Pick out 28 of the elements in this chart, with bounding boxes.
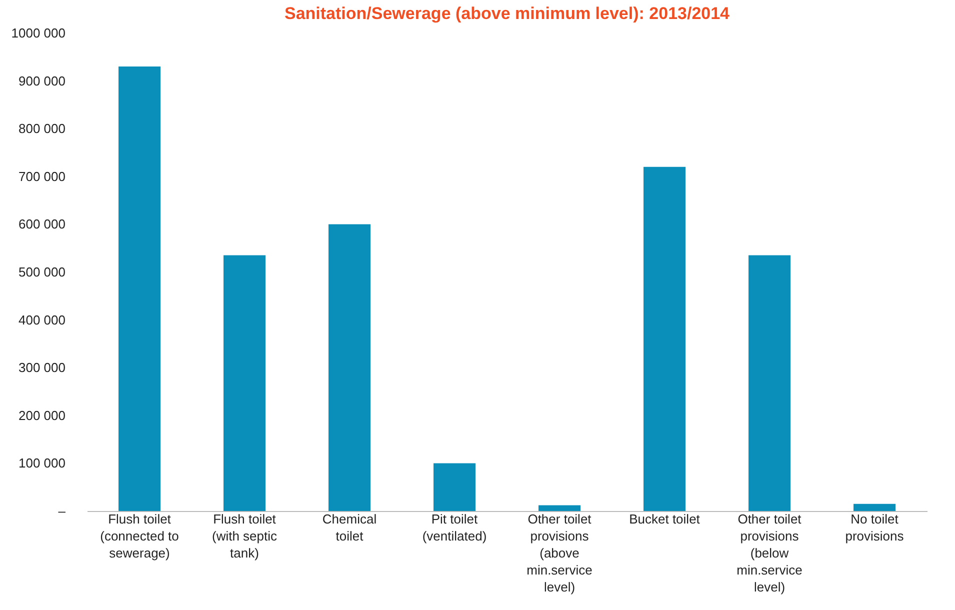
y-tick-label: 100 000 [18, 456, 66, 471]
y-tick-label: 900 000 [18, 73, 66, 88]
x-tick-label: No toilet provisions [845, 512, 904, 544]
x-tick-label: Other toilet provisions (below min.service level) [736, 512, 802, 594]
y-tick-label: 400 000 [18, 312, 66, 328]
y-tick-label: 600 000 [18, 216, 66, 232]
y-tick-label: 200 000 [18, 408, 66, 423]
x-tick-label: Flush toilet (with septic tank) [212, 512, 278, 560]
bar [538, 505, 580, 511]
bar [224, 255, 266, 511]
bar [118, 66, 160, 511]
bar [854, 504, 896, 511]
x-tick-label: Chemical toilet [322, 512, 377, 544]
x-tick-label: Bucket toilet [629, 512, 700, 526]
bar [748, 255, 790, 511]
y-tick-label: 300 000 [18, 360, 66, 376]
bar [328, 224, 370, 511]
y-tick-label: 500 000 [18, 264, 66, 280]
y-tick-label: 700 000 [18, 168, 66, 184]
y-tick-label: 800 000 [18, 121, 66, 136]
x-tick-label: Other toilet provisions (above min.service level) [526, 512, 592, 594]
x-tick-label: Flush toilet (connected to sewerage) [100, 512, 179, 560]
bar [434, 463, 476, 511]
chart-title: Sanitation/Sewerage (above minimum level): 2013/2014 [284, 4, 730, 23]
y-tick-label: 1000 000 [11, 26, 66, 40]
bar [644, 166, 686, 511]
x-tick-label: Pit toilet (ventilated) [422, 512, 487, 544]
y-tick-label: – [58, 504, 66, 518]
